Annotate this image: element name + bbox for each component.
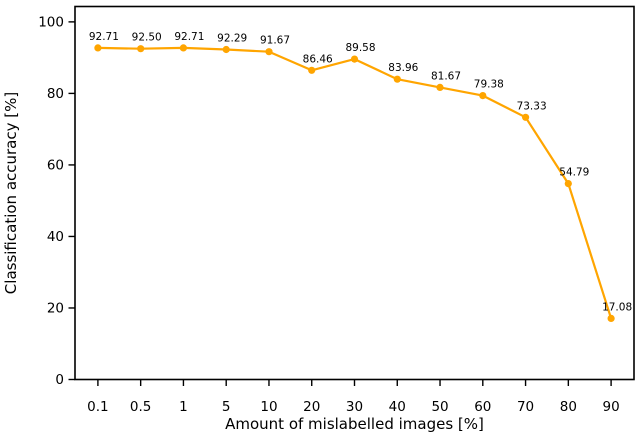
point-label: 81.67 — [431, 70, 461, 82]
data-point — [94, 44, 102, 52]
x-tick-label: 10 — [260, 399, 277, 415]
y-tick-label: 100 — [38, 15, 64, 31]
x-tick-label: 30 — [346, 399, 363, 415]
data-point — [137, 45, 145, 53]
data-point — [222, 45, 230, 54]
data-line — [96, 46, 613, 320]
x-tick-label: 5 — [222, 399, 231, 415]
x-tick-label: 80 — [560, 399, 577, 415]
point-label: 17.08 — [602, 301, 632, 313]
point-label: 73.33 — [517, 100, 547, 112]
x-tick-label: 70 — [517, 399, 534, 415]
point-label: 79.38 — [474, 79, 504, 91]
x-tick-label: 50 — [431, 399, 448, 415]
point-label: 92.71 — [174, 31, 204, 43]
x-axis-label: Amount of mislabelled images [%] — [225, 415, 484, 433]
point-label: 92.29 — [217, 33, 247, 45]
y-tick-label: 20 — [47, 301, 64, 317]
point-label: 91.67 — [260, 35, 290, 47]
x-tick-label: 60 — [474, 399, 491, 415]
y-axis-label: Classification accuracy [%] — [2, 92, 20, 294]
point-label: 54.79 — [559, 167, 589, 179]
y-tick-label: 80 — [47, 86, 64, 102]
point-label: 92.50 — [132, 32, 162, 44]
data-point — [436, 83, 444, 91]
x-tick-label: 0.1 — [87, 399, 108, 415]
x-tick-label: 20 — [303, 399, 320, 415]
x-tick-label: 40 — [389, 399, 406, 415]
x-tick-label: 0.5 — [130, 399, 151, 415]
point-label: 86.46 — [303, 53, 333, 65]
data-point — [265, 48, 273, 56]
y-tick-label: 40 — [47, 229, 64, 245]
data-point — [607, 314, 615, 322]
point-label: 83.96 — [388, 62, 418, 74]
x-tick-label: 90 — [603, 399, 620, 415]
data-point — [350, 55, 359, 63]
y-tick-label: 0 — [55, 372, 64, 388]
data-point — [179, 44, 187, 52]
data-point — [522, 113, 530, 121]
data-point — [564, 180, 572, 188]
point-label: 92.71 — [89, 31, 119, 43]
x-tick-label: 1 — [179, 399, 188, 415]
y-tick-label: 60 — [47, 158, 64, 174]
data-point — [479, 92, 487, 100]
data-point — [393, 75, 401, 83]
data-point — [308, 66, 316, 74]
point-label: 89.58 — [345, 42, 375, 54]
